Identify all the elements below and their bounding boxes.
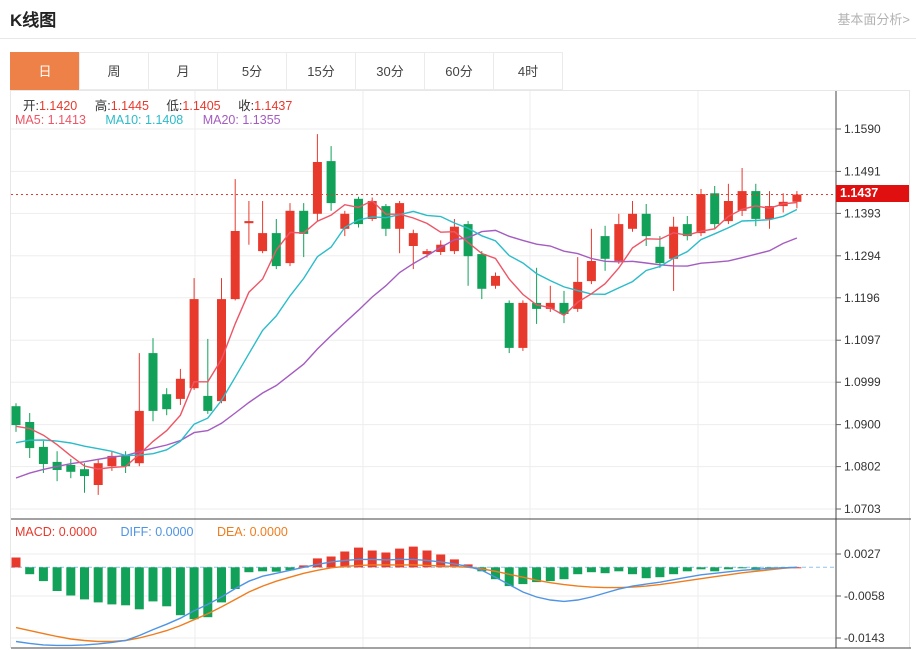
price-tick-label: 1.1294 — [844, 249, 881, 263]
page-title: K线图 — [10, 11, 57, 30]
diff-value-legend: DIFF: 0.0000 — [120, 525, 194, 539]
macd-axis: 0.0027 -0.0058 -0.0143 — [836, 547, 885, 645]
price-tick-label: 1.0999 — [844, 375, 881, 389]
fundamental-analysis-link[interactable]: 基本面分析> — [837, 12, 910, 27]
ma10-legend: MA10: 1.1408 — [105, 113, 184, 127]
tab-4hour[interactable]: 4时 — [493, 52, 563, 90]
current-price-tag: 1.1437 — [836, 185, 909, 202]
ma5-legend: MA5: 1.1413 — [15, 113, 86, 127]
tab-30min[interactable]: 30分 — [355, 52, 425, 90]
interval-tab-bar: 日 周 月 5分 15分 30分 60分 4时 — [10, 52, 563, 90]
dea-value-legend: DEA: 0.0000 — [216, 525, 288, 539]
tab-5min[interactable]: 5分 — [217, 52, 287, 90]
macd-value-legend: MACD: 0.0000 — [15, 525, 97, 539]
dea-line — [15, 564, 797, 643]
ma20-line — [15, 229, 798, 479]
price-tick-label: 1.1393 — [844, 206, 881, 220]
header-divider — [0, 38, 916, 39]
macd-tick-label: -0.0143 — [844, 631, 885, 645]
price-axis: 1.1590 1.1491 1.1393 1.1294 1.1196 1.1097 1.09… — [836, 122, 881, 516]
low-label: 低: — [166, 99, 183, 113]
tab-week[interactable]: 周 — [79, 52, 149, 90]
candles — [11, 134, 802, 495]
ohlc-legend: 开:1.1420 高:1.1445 低:1.1405 收:1.1437 — [23, 95, 306, 114]
ma5-line — [15, 199, 797, 470]
price-tick-label: 1.0802 — [844, 460, 881, 474]
low-value: 1.1405 — [182, 99, 221, 113]
price-tick-label: 1.1196 — [844, 291, 880, 305]
price-tick-label: 1.1491 — [844, 164, 881, 178]
price-tick-label: 1.1097 — [844, 333, 881, 347]
macd-tick-label: -0.0058 — [844, 589, 885, 603]
macd-histogram — [11, 546, 802, 620]
tab-15min[interactable]: 15分 — [286, 52, 356, 90]
open-label: 开: — [23, 99, 39, 113]
macd-legend: MACD: 0.0000 DIFF: 0.0000 DEA: 0.0000 — [15, 525, 288, 539]
close-value: 1.1437 — [254, 99, 293, 113]
tab-month[interactable]: 月 — [148, 52, 218, 90]
panel-frames — [11, 91, 911, 649]
close-label: 收: — [238, 99, 255, 113]
high-label: 高: — [94, 99, 111, 113]
ma-legend: MA5: 1.1413 MA10: 1.1408 MA20: 1.1355 — [15, 113, 281, 127]
candlestick-chart[interactable]: 1.1590 1.1491 1.1393 1.1294 1.1196 1.1097 1.09… — [10, 90, 911, 649]
price-tick-label: 1.0900 — [844, 418, 881, 432]
chart-canvas[interactable]: 1.1590 1.1491 1.1393 1.1294 1.1196 1.1097 1.09… — [11, 91, 911, 649]
price-tick-label: 1.1590 — [844, 122, 881, 136]
high-value: 1.1445 — [110, 99, 149, 113]
open-value: 1.1420 — [38, 99, 78, 113]
ma20-legend: MA20: 1.1355 — [202, 113, 281, 127]
ma10-line — [15, 208, 798, 457]
macd-tick-label: 0.0027 — [844, 547, 881, 561]
price-tick-label: 1.0703 — [844, 502, 881, 516]
diff-line — [15, 558, 797, 647]
tab-day[interactable]: 日 — [10, 52, 80, 90]
tab-60min[interactable]: 60分 — [424, 52, 494, 90]
